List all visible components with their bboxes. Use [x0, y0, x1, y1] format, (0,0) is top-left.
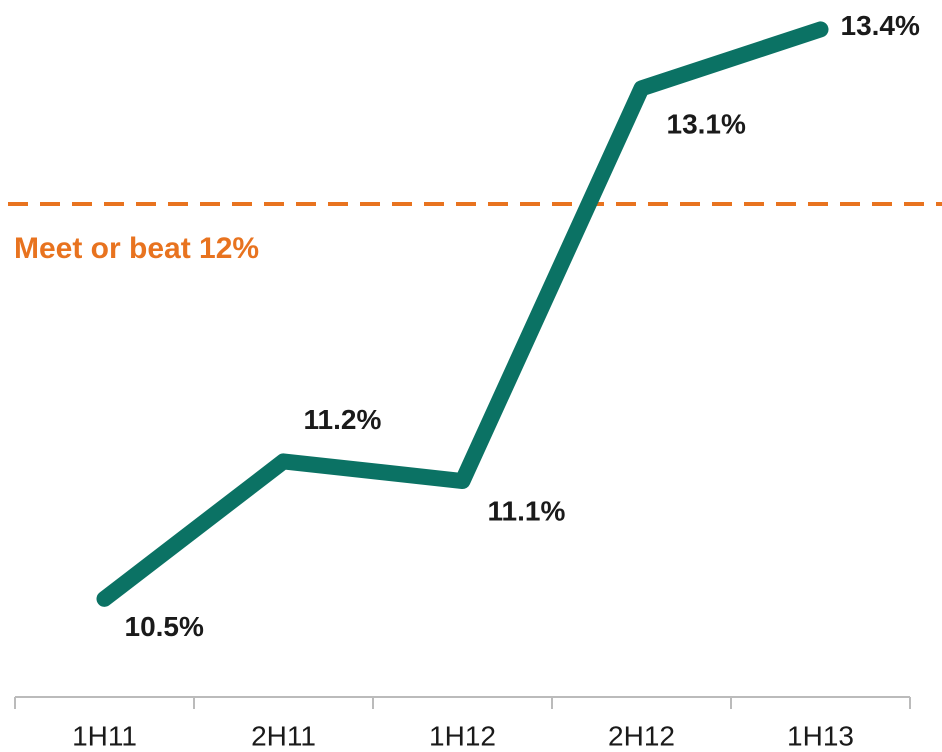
x-tick-label: 2H11 [251, 720, 316, 751]
data-line [96, 21, 829, 607]
data-label: 10.5% [125, 611, 204, 642]
data-label: 13.1% [667, 109, 746, 140]
x-tick-label: 1H11 [72, 720, 137, 751]
data-label: 13.4% [841, 10, 920, 41]
x-tick-label: 1H13 [787, 720, 854, 751]
x-tick-label: 2H12 [608, 720, 675, 751]
data-label: 11.1% [488, 495, 566, 526]
annotation: Meet or beat 12% [14, 232, 259, 265]
data-label: 11.2% [304, 404, 382, 435]
x-tick-label: 1H12 [429, 720, 496, 751]
